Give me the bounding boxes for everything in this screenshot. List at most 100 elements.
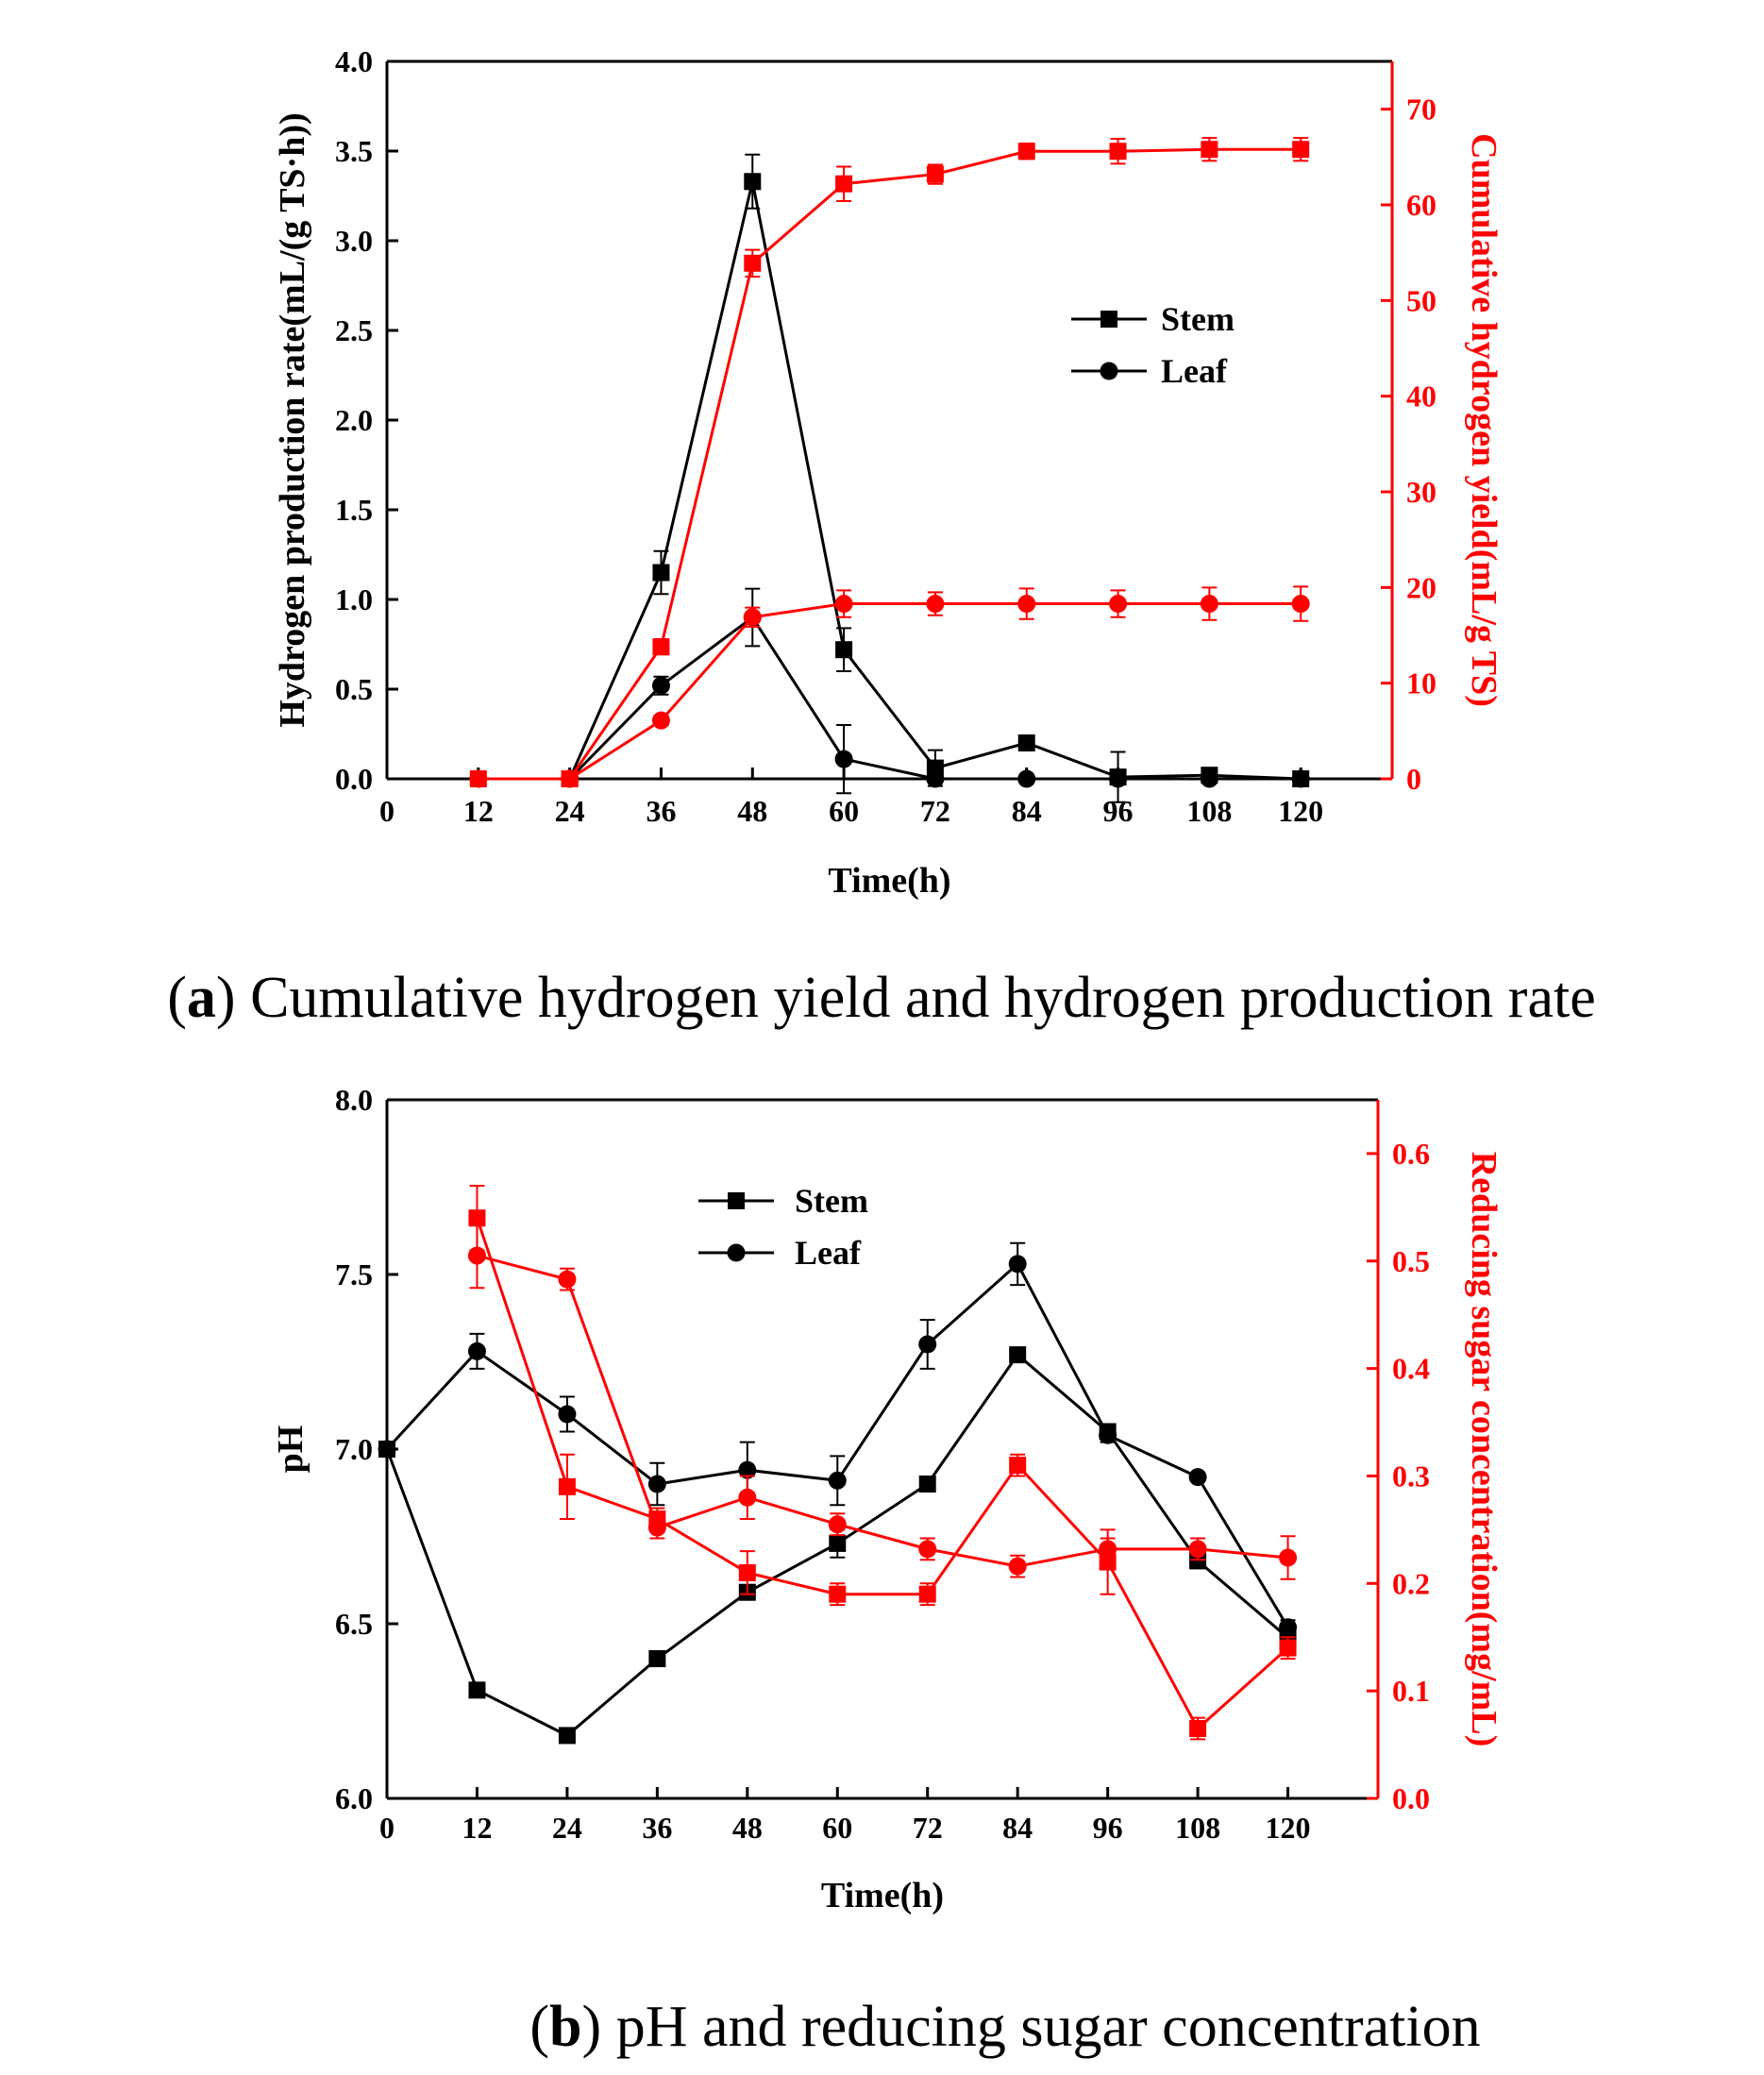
caption-b: (b) pH and reducing sugar concentration xyxy=(529,1995,1480,2059)
data-point xyxy=(558,1270,577,1289)
x-tick-label: 12 xyxy=(463,794,494,828)
x-axis-title: Time(h) xyxy=(828,861,950,901)
y2-axis-title: Reducing sugar concentration(mg/mL) xyxy=(1464,1152,1504,1747)
y-tick-label: 3.5 xyxy=(335,134,373,168)
y2-tick-label: 0.4 xyxy=(1392,1352,1430,1386)
x-axis-title: Time(h) xyxy=(821,1876,944,1915)
y-tick-label: 7.0 xyxy=(335,1432,373,1466)
x-tick-label: 108 xyxy=(1175,1811,1220,1845)
y-tick-label: 4.0 xyxy=(335,44,373,78)
series-line-0 xyxy=(568,180,1302,781)
data-point xyxy=(1099,1540,1117,1559)
data-point xyxy=(829,1585,847,1603)
data-point xyxy=(1099,1553,1117,1571)
x-tick-label: 48 xyxy=(737,794,767,828)
y2-tick-label: 30 xyxy=(1406,475,1436,509)
data-point xyxy=(1201,141,1218,159)
y2-tick-label: 0.0 xyxy=(1392,1781,1430,1815)
legend-marker xyxy=(727,1243,746,1262)
x-tick-label: 0 xyxy=(379,1811,395,1845)
data-point xyxy=(648,1650,666,1667)
data-point xyxy=(378,1440,396,1459)
x-tick-label: 24 xyxy=(552,1811,582,1845)
data-point xyxy=(468,1681,486,1699)
data-point xyxy=(1291,769,1310,788)
data-point xyxy=(1017,143,1035,160)
data-point xyxy=(744,173,762,191)
y-tick-label: 0.0 xyxy=(335,762,373,796)
data-point xyxy=(1188,1468,1207,1487)
data-point xyxy=(738,1563,756,1581)
data-point xyxy=(467,1341,486,1360)
data-point xyxy=(828,1471,847,1490)
data-point xyxy=(558,1405,577,1424)
y-tick-label: 0.5 xyxy=(335,672,373,706)
y2-tick-label: 70 xyxy=(1406,93,1436,127)
data-point xyxy=(1188,1540,1207,1559)
y2-axis-title: Cumulative hydrogen yield(mL/g TS) xyxy=(1464,133,1504,707)
series-line-2 xyxy=(478,147,1302,781)
data-point xyxy=(468,1209,486,1227)
data-point xyxy=(1017,595,1036,614)
data-point xyxy=(738,1460,757,1479)
y-tick-label: 2.0 xyxy=(335,403,373,437)
y-tick-label: 8.0 xyxy=(335,1083,373,1117)
data-point xyxy=(829,1534,847,1552)
data-point xyxy=(1017,734,1035,751)
data-point xyxy=(926,595,945,614)
data-point xyxy=(918,1585,936,1603)
series-line-3 xyxy=(478,602,1302,781)
caption-b-letter: b xyxy=(549,1995,581,2059)
x-tick-label: 72 xyxy=(913,1811,943,1845)
data-point xyxy=(651,676,670,695)
y-axis-title: Hydrogen production rate(mL/(g TS·h)) xyxy=(273,112,312,727)
data-point xyxy=(1279,1548,1298,1567)
y-tick-label: 6.0 xyxy=(335,1781,373,1815)
data-point xyxy=(1200,769,1218,788)
data-point xyxy=(926,165,944,183)
y-tick-label: 3.0 xyxy=(335,224,373,258)
legend-label: Leaf xyxy=(1161,352,1228,390)
data-point xyxy=(1009,1457,1027,1475)
data-point xyxy=(1008,1255,1027,1274)
y-axis-title: pH xyxy=(271,1426,311,1474)
data-point xyxy=(1009,1346,1027,1364)
legend-label: Stem xyxy=(1161,300,1235,338)
data-point xyxy=(1189,1720,1207,1737)
legend-label: Stem xyxy=(795,1182,868,1220)
y2-tick-label: 40 xyxy=(1406,380,1436,413)
data-point xyxy=(918,1540,937,1559)
data-point xyxy=(1200,595,1218,614)
data-point xyxy=(744,254,762,272)
chart-panel-b: 0 12 24 36 48 60 72 84 96 108 120 6.0 6.5 7.0 7.5 8.0 0.… xyxy=(271,1083,1504,1915)
x-tick-label: 36 xyxy=(642,1811,672,1845)
data-point xyxy=(738,1488,757,1507)
data-point xyxy=(1109,769,1128,788)
series-line-3 xyxy=(477,1254,1288,1568)
data-point xyxy=(558,1477,576,1495)
chart-panel-a: 0 12 24 36 48 60 72 84 96 108 1200.00.51.01.52.02.… xyxy=(273,44,1504,901)
y2-tick-label: 20 xyxy=(1406,570,1436,604)
data-point xyxy=(652,564,670,582)
data-point xyxy=(1017,769,1036,788)
y2-tick-label: 0.6 xyxy=(1392,1137,1430,1171)
legend-marker xyxy=(728,1192,745,1209)
data-point xyxy=(828,1515,847,1534)
data-point xyxy=(743,608,762,627)
y-tick-label: 7.5 xyxy=(335,1257,373,1291)
data-point xyxy=(652,638,670,656)
x-tick-label: 120 xyxy=(1278,794,1323,828)
x-tick-label: 24 xyxy=(555,794,585,828)
x-tick-label: 96 xyxy=(1093,1811,1123,1845)
x-tick-label: 0 xyxy=(379,794,395,828)
y-tick-label: 6.5 xyxy=(335,1607,373,1641)
data-point xyxy=(1109,595,1128,614)
data-point xyxy=(469,769,488,788)
data-point xyxy=(835,641,853,659)
data-point xyxy=(467,1246,486,1265)
data-point xyxy=(918,1476,936,1493)
x-tick-label: 84 xyxy=(1002,1811,1033,1845)
x-tick-label: 12 xyxy=(462,1811,492,1845)
series-line-1 xyxy=(385,1261,1289,1628)
